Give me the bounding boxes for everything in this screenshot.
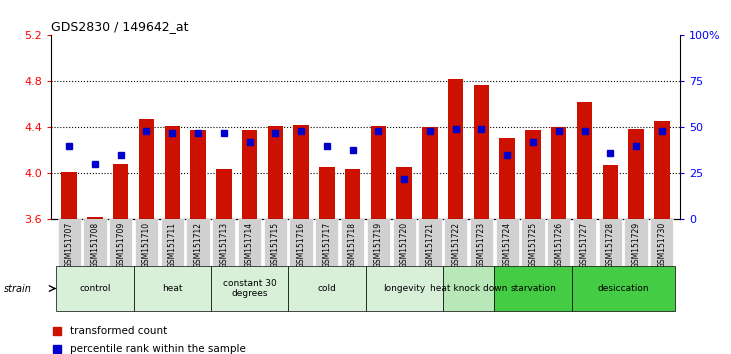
Text: GSM151708: GSM151708 [91, 222, 99, 268]
Text: GSM151725: GSM151725 [529, 222, 537, 268]
Bar [87, 217, 102, 219]
Bar [268, 126, 283, 219]
FancyBboxPatch shape [109, 219, 132, 266]
Text: GSM151724: GSM151724 [503, 222, 512, 268]
Text: starvation: starvation [510, 284, 556, 293]
Text: GSM151726: GSM151726 [554, 222, 564, 268]
FancyBboxPatch shape [573, 219, 596, 266]
FancyBboxPatch shape [211, 267, 288, 310]
Text: constant 30
degrees: constant 30 degrees [223, 279, 276, 298]
Text: cold: cold [317, 284, 336, 293]
Text: GSM151721: GSM151721 [425, 222, 434, 268]
Text: GSM151716: GSM151716 [297, 222, 306, 268]
Bar [293, 125, 308, 219]
FancyBboxPatch shape [212, 219, 235, 266]
FancyBboxPatch shape [135, 219, 158, 266]
Bar [526, 130, 541, 219]
Text: control: control [79, 284, 110, 293]
FancyBboxPatch shape [367, 219, 390, 266]
Text: percentile rank within the sample: percentile rank within the sample [70, 344, 246, 354]
Text: GSM151707: GSM151707 [65, 222, 74, 268]
Text: heat: heat [162, 284, 183, 293]
FancyBboxPatch shape [366, 267, 443, 310]
Text: GDS2830 / 149642_at: GDS2830 / 149642_at [51, 20, 189, 33]
Bar [345, 169, 360, 219]
FancyBboxPatch shape [547, 219, 570, 266]
Bar [629, 129, 644, 219]
FancyBboxPatch shape [393, 219, 416, 266]
Text: GSM151728: GSM151728 [606, 222, 615, 268]
Bar [499, 138, 515, 219]
Text: longevity: longevity [383, 284, 425, 293]
Bar [164, 126, 180, 219]
FancyBboxPatch shape [238, 219, 261, 266]
FancyBboxPatch shape [494, 267, 572, 310]
Bar [448, 79, 463, 219]
FancyBboxPatch shape [58, 219, 81, 266]
FancyBboxPatch shape [161, 219, 184, 266]
FancyBboxPatch shape [470, 219, 493, 266]
Text: GSM151720: GSM151720 [400, 222, 409, 268]
Bar [242, 130, 257, 219]
FancyBboxPatch shape [83, 219, 107, 266]
Bar [190, 130, 205, 219]
FancyBboxPatch shape [56, 267, 134, 310]
Text: GSM151710: GSM151710 [142, 222, 151, 268]
Text: GSM151712: GSM151712 [194, 222, 202, 268]
Text: GSM151723: GSM151723 [477, 222, 486, 268]
FancyBboxPatch shape [572, 267, 675, 310]
Bar [577, 102, 592, 219]
FancyBboxPatch shape [599, 219, 622, 266]
Text: GSM151714: GSM151714 [245, 222, 254, 268]
Bar [319, 166, 335, 219]
FancyBboxPatch shape [496, 219, 519, 266]
FancyBboxPatch shape [650, 219, 673, 266]
Bar [371, 126, 386, 219]
Text: transformed count: transformed count [70, 326, 167, 336]
Text: GSM151727: GSM151727 [580, 222, 589, 268]
FancyBboxPatch shape [624, 219, 648, 266]
FancyBboxPatch shape [521, 219, 545, 266]
Text: GSM151729: GSM151729 [632, 222, 640, 268]
FancyBboxPatch shape [289, 219, 313, 266]
Bar [216, 169, 232, 219]
Text: strain: strain [4, 284, 31, 293]
FancyBboxPatch shape [134, 267, 211, 310]
Bar [551, 127, 567, 219]
FancyBboxPatch shape [443, 267, 494, 310]
Bar [396, 166, 412, 219]
FancyBboxPatch shape [341, 219, 364, 266]
Bar [139, 119, 154, 219]
FancyBboxPatch shape [288, 267, 366, 310]
Bar [113, 164, 129, 219]
Text: desiccation: desiccation [597, 284, 649, 293]
Bar [423, 127, 438, 219]
Text: GSM151715: GSM151715 [270, 222, 280, 268]
FancyBboxPatch shape [418, 219, 442, 266]
Bar [654, 120, 670, 219]
Text: heat knock down: heat knock down [430, 284, 507, 293]
FancyBboxPatch shape [444, 219, 467, 266]
Text: GSM151713: GSM151713 [219, 222, 228, 268]
Text: GSM151717: GSM151717 [322, 222, 331, 268]
Text: GSM151718: GSM151718 [348, 222, 357, 268]
FancyBboxPatch shape [264, 219, 287, 266]
Bar [602, 165, 618, 219]
FancyBboxPatch shape [315, 219, 338, 266]
Text: GSM151711: GSM151711 [167, 222, 177, 268]
Text: GSM151709: GSM151709 [116, 222, 125, 268]
FancyBboxPatch shape [186, 219, 210, 266]
Text: GSM151730: GSM151730 [657, 222, 666, 268]
Text: GSM151722: GSM151722 [451, 222, 461, 268]
Bar [474, 85, 489, 219]
Bar [61, 172, 77, 219]
Text: GSM151719: GSM151719 [374, 222, 383, 268]
